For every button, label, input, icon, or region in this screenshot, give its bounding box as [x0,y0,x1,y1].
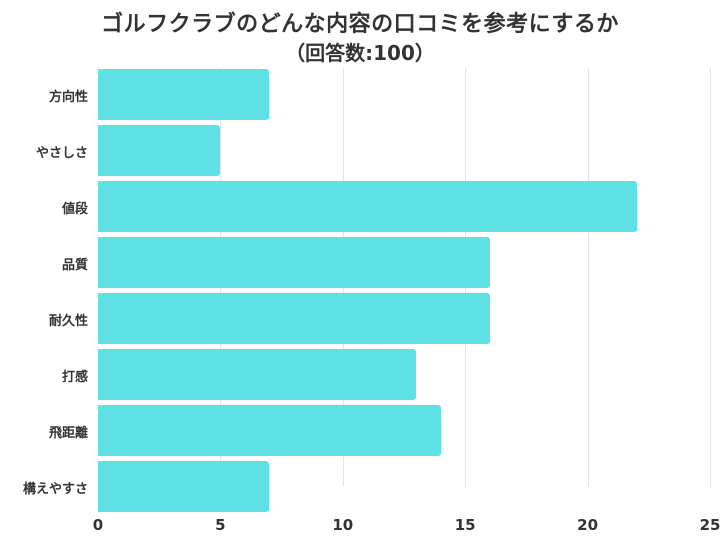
bar [98,293,490,344]
y-axis-label: やさしさ [35,146,88,161]
gridline [710,68,711,486]
y-axis-label: 構えやすさ [22,482,88,497]
bar [98,461,270,512]
x-axis-tick: 0 [92,516,104,534]
x-axis-tick: 5 [215,516,226,534]
bar [98,349,417,400]
bar [98,125,221,176]
x-axis-tick: 25 [699,516,720,534]
x-axis-tick: 20 [577,516,599,534]
y-axis-label: 飛距離 [48,426,88,441]
bar [98,181,637,232]
chart-subtitle: （回答数:100） [285,41,435,65]
bar [98,237,490,288]
plot-area [98,68,711,512]
y-axis-label: 打感 [61,370,88,385]
y-axis-label: 方向性 [48,90,88,105]
x-axis-tick: 10 [332,516,354,534]
y-axis-label: 値段 [61,202,88,217]
y-axis-label: 耐久性 [48,314,88,329]
bar [98,69,270,120]
chart-title: ゴルフクラブのどんな内容の口コミを参考にするか [101,12,619,37]
y-axis-label: 品質 [61,258,88,273]
x-axis-tick: 15 [454,516,476,534]
bar [98,405,441,456]
gridline [587,68,589,486]
